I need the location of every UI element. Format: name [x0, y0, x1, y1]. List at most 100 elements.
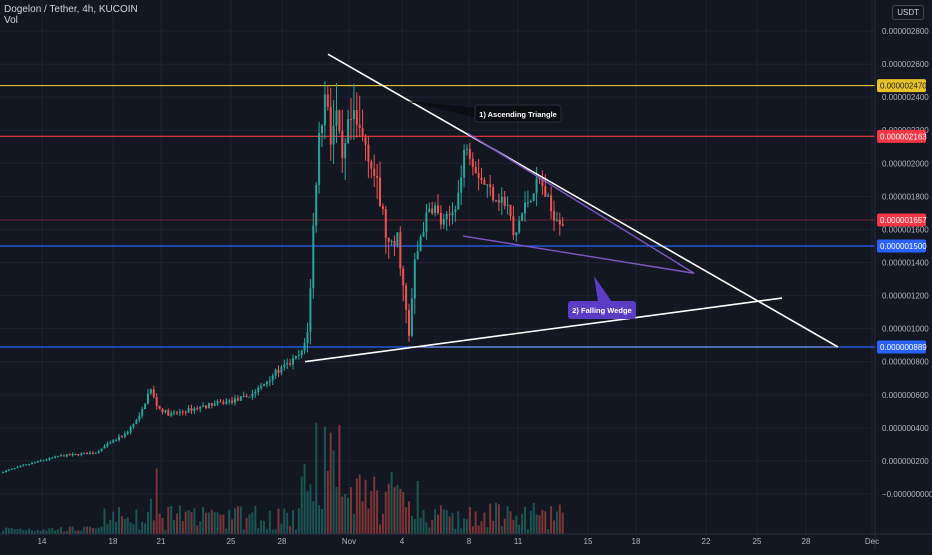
wedge-lower-line[interactable]: [462, 235, 695, 274]
candle-body[interactable]: [442, 218, 445, 225]
candle-body[interactable]: [126, 432, 129, 434]
candle-body[interactable]: [486, 184, 489, 186]
candle-body[interactable]: [358, 124, 361, 129]
candle-body[interactable]: [535, 178, 538, 194]
candle-body[interactable]: [80, 453, 83, 456]
candle-body[interactable]: [210, 403, 213, 406]
candle-body[interactable]: [558, 219, 561, 225]
candle-body[interactable]: [202, 405, 205, 407]
candle-body[interactable]: [532, 193, 535, 201]
candle-body[interactable]: [518, 220, 521, 233]
candle-body[interactable]: [463, 149, 466, 178]
candle-body[interactable]: [36, 460, 39, 463]
candle-body[interactable]: [231, 400, 234, 403]
candle-body[interactable]: [312, 225, 315, 289]
candle-body[interactable]: [219, 401, 222, 403]
ascending-trendline[interactable]: [304, 297, 783, 363]
time-axis[interactable]: 14 18 21 25 28 Nov 4 8 11 15 18 22 25 28 Dec: [0, 533, 932, 546]
candle-body[interactable]: [373, 168, 376, 176]
candle-body[interactable]: [132, 424, 135, 427]
candle-body[interactable]: [274, 369, 277, 376]
candle-body[interactable]: [338, 110, 341, 131]
ascending-triangle-callout[interactable]: 1) Ascending Triangle: [405, 101, 562, 123]
candle-body[interactable]: [529, 200, 532, 203]
candle-body[interactable]: [118, 436, 120, 441]
candle-body[interactable]: [500, 196, 503, 203]
candle-body[interactable]: [103, 446, 106, 449]
candle-body[interactable]: [265, 381, 268, 385]
candle-body[interactable]: [370, 161, 373, 169]
candle-body[interactable]: [138, 415, 141, 421]
candle-body[interactable]: [147, 393, 149, 404]
candle-body[interactable]: [555, 219, 558, 221]
candle-body[interactable]: [396, 232, 399, 246]
candle-body[interactable]: [381, 205, 384, 210]
candle-body[interactable]: [454, 209, 457, 213]
candle-body[interactable]: [190, 408, 193, 411]
candle-body[interactable]: [352, 110, 355, 120]
candle-body[interactable]: [25, 464, 28, 466]
candle-body[interactable]: [294, 355, 297, 359]
candle-body[interactable]: [497, 200, 500, 203]
candle-body[interactable]: [170, 413, 173, 416]
wedge-upper-line[interactable]: [467, 132, 695, 274]
candle-body[interactable]: [492, 187, 495, 201]
candle-body[interactable]: [245, 395, 248, 397]
candle-body[interactable]: [306, 332, 309, 344]
candle-body[interactable]: [236, 398, 239, 401]
candle-body[interactable]: [315, 184, 318, 226]
candle-body[interactable]: [207, 403, 210, 408]
candle-body[interactable]: [222, 401, 225, 404]
candle-body[interactable]: [28, 464, 31, 466]
candle-body[interactable]: [42, 460, 45, 462]
candle-body[interactable]: [460, 177, 463, 193]
candle-body[interactable]: [161, 408, 164, 413]
candle-body[interactable]: [68, 454, 71, 456]
candle-body[interactable]: [561, 224, 564, 226]
candle-body[interactable]: [10, 468, 13, 470]
candle-body[interactable]: [457, 192, 460, 210]
candle-body[interactable]: [158, 405, 161, 409]
candle-body[interactable]: [515, 232, 518, 236]
candle-body[interactable]: [445, 213, 448, 219]
candle-body[interactable]: [65, 454, 68, 457]
candle-body[interactable]: [387, 237, 390, 242]
candle-body[interactable]: [94, 452, 97, 454]
descending-trendline[interactable]: [327, 53, 839, 348]
candle-body[interactable]: [196, 408, 199, 410]
candle-body[interactable]: [355, 110, 358, 125]
candle-body[interactable]: [167, 410, 170, 416]
candle-body[interactable]: [506, 204, 509, 206]
candle-body[interactable]: [318, 133, 321, 185]
candle-body[interactable]: [477, 173, 480, 178]
candle-body[interactable]: [225, 401, 228, 404]
candle-body[interactable]: [483, 180, 486, 185]
candle-body[interactable]: [176, 412, 178, 414]
candle-body[interactable]: [480, 177, 483, 181]
candle-body[interactable]: [112, 440, 115, 443]
candle-body[interactable]: [286, 363, 289, 365]
candle-body[interactable]: [495, 200, 497, 202]
candle-body[interactable]: [115, 440, 118, 442]
candle-body[interactable]: [109, 442, 112, 444]
candle-body[interactable]: [100, 448, 103, 452]
candle-body[interactable]: [344, 143, 347, 159]
candle-body[interactable]: [187, 408, 190, 413]
candle-body[interactable]: [216, 401, 219, 404]
candle-body[interactable]: [341, 130, 344, 159]
candle-body[interactable]: [428, 208, 431, 213]
candle-body[interactable]: [77, 453, 80, 456]
candle-body[interactable]: [292, 358, 294, 365]
candles[interactable]: [2, 81, 564, 474]
candle-body[interactable]: [199, 406, 202, 409]
candle-body[interactable]: [123, 433, 126, 438]
candle-body[interactable]: [489, 184, 492, 188]
candle-body[interactable]: [422, 231, 425, 237]
candle-body[interactable]: [512, 216, 515, 236]
candle-body[interactable]: [448, 213, 451, 216]
candle-body[interactable]: [347, 119, 350, 144]
candle-body[interactable]: [260, 385, 263, 389]
candle-body[interactable]: [323, 94, 326, 126]
